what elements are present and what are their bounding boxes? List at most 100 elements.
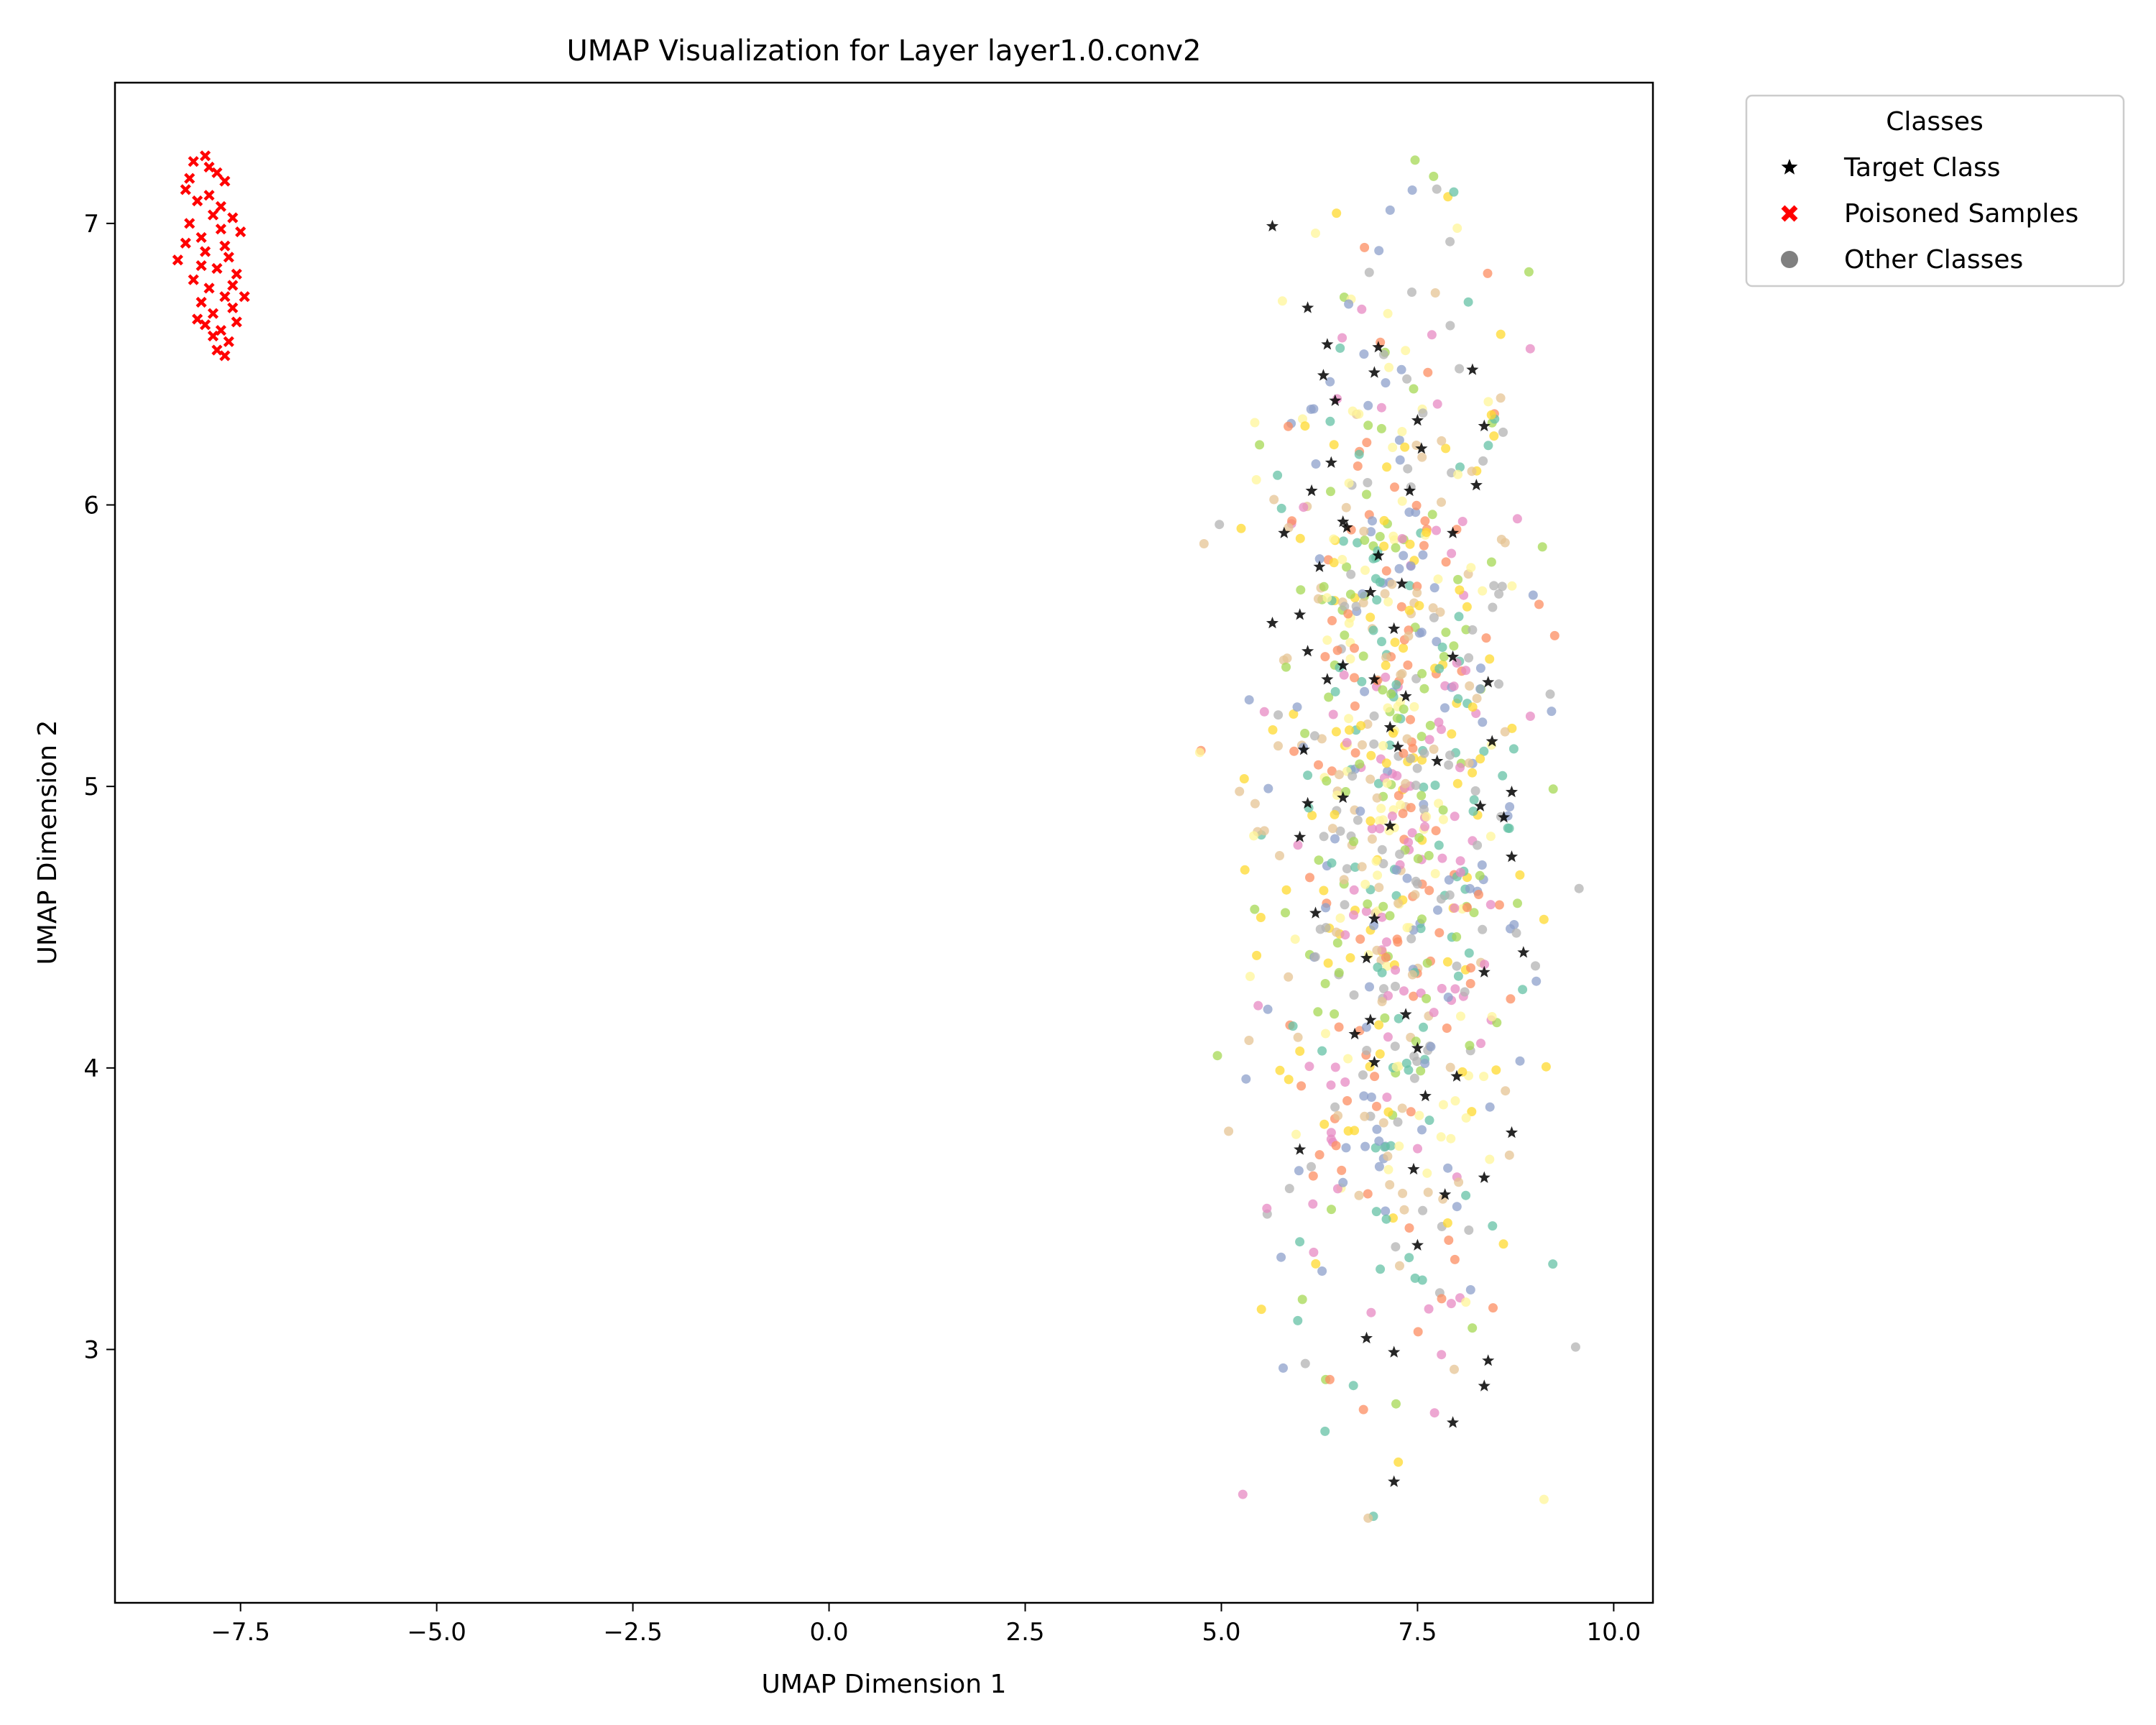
other-class-point (1416, 791, 1427, 801)
other-class-point (1452, 961, 1462, 971)
target-class-point (1439, 1188, 1452, 1200)
other-class-point (1351, 602, 1361, 612)
other-class-point (1327, 858, 1337, 868)
other-class-point (1398, 1188, 1408, 1198)
target-class-point (1478, 965, 1491, 978)
other-class-point (1395, 455, 1405, 465)
other-class-point (1382, 1092, 1392, 1103)
other-class-point (1380, 1013, 1390, 1023)
other-class-point (1357, 862, 1367, 872)
other-class-point (1461, 1113, 1471, 1123)
other-class-point (1464, 653, 1474, 663)
other-class-point (1289, 746, 1299, 756)
other-class-point (1376, 1264, 1386, 1274)
other-class-point (1337, 555, 1348, 564)
other-class-point (1378, 1118, 1388, 1128)
other-class-point (1411, 876, 1421, 886)
other-class-point (1531, 961, 1540, 971)
other-class-point (1279, 1363, 1288, 1373)
other-class-point (1548, 784, 1558, 794)
other-class-point (1380, 589, 1390, 599)
other-class-point (1361, 1022, 1371, 1032)
other-class-point (1437, 983, 1447, 993)
target-class-point (1482, 676, 1495, 688)
other-class-point (1414, 601, 1424, 611)
other-class-point (1406, 803, 1416, 813)
other-class-point (1429, 612, 1439, 622)
other-class-point (1393, 1013, 1404, 1024)
x-tick-label: −5.0 (407, 1618, 466, 1647)
other-class-point (1345, 589, 1355, 599)
target-class-point (1411, 1238, 1424, 1251)
other-class-point (1432, 399, 1442, 409)
other-class-point (1388, 443, 1398, 452)
other-class-point (1494, 589, 1504, 599)
other-class-point (1374, 246, 1384, 256)
other-class-point (1446, 1299, 1456, 1309)
y-tick-label: 5 (83, 773, 99, 801)
poisoned-sample-point (215, 224, 226, 235)
other-class-point (1422, 528, 1432, 538)
other-class-point (1235, 786, 1245, 796)
other-class-point (1426, 1041, 1436, 1052)
other-class-point (1385, 1179, 1395, 1190)
other-class-point (1488, 1303, 1498, 1313)
other-class-point (1437, 436, 1447, 446)
other-class-point (1508, 744, 1519, 754)
x-axis-label: UMAP Dimension 1 (762, 1670, 1007, 1699)
other-class-point (1396, 602, 1406, 612)
other-class-point (1427, 510, 1437, 520)
other-class-point (1429, 1008, 1439, 1018)
other-class-point (1438, 805, 1448, 815)
other-class-point (1360, 1141, 1370, 1151)
other-class-point (1281, 885, 1291, 895)
other-class-point (1504, 1150, 1514, 1160)
other-class-point (1404, 1223, 1414, 1233)
y-axis-label: UMAP Dimension 2 (33, 720, 63, 965)
other-class-point (1292, 702, 1302, 712)
other-class-point (1388, 728, 1398, 738)
other-class-point (1363, 1189, 1373, 1199)
other-class-point (1466, 563, 1476, 573)
other-class-point (1397, 1103, 1407, 1113)
other-class-point (1311, 1259, 1321, 1269)
target-class-point (1302, 796, 1314, 809)
other-class-point (1383, 703, 1393, 713)
other-class-point (1498, 1239, 1508, 1249)
other-class-point (1372, 595, 1382, 605)
other-class-point (1394, 564, 1404, 574)
other-class-point (1399, 704, 1409, 714)
other-class-point (1401, 1058, 1411, 1068)
other-class-point (1437, 1350, 1447, 1360)
other-class-point (1418, 550, 1428, 560)
poisoned-sample-point (188, 274, 199, 285)
other-class-point (1314, 760, 1323, 770)
other-class-point (1320, 652, 1330, 662)
other-class-point (1412, 588, 1422, 598)
poisoned-sample-point (195, 231, 207, 244)
other-class-point (1377, 997, 1387, 1006)
other-class-point (1381, 566, 1391, 576)
other-class-point (1349, 990, 1359, 1000)
other-class-point (1340, 900, 1350, 910)
other-class-point (1381, 937, 1391, 947)
other-class-point (1460, 987, 1470, 997)
poisoned-sample-point (223, 336, 234, 347)
other-class-point (1349, 910, 1358, 920)
other-class-point (1340, 602, 1350, 612)
other-class-point (1407, 185, 1417, 195)
other-class-point (1291, 1129, 1301, 1139)
other-class-point (1381, 952, 1391, 962)
other-class-point (1259, 826, 1269, 836)
other-class-point (1241, 1074, 1251, 1084)
other-class-point (1433, 574, 1443, 584)
other-class-point (1417, 452, 1427, 462)
poisoned-sample-point (219, 240, 231, 252)
target-class-point (1478, 419, 1491, 432)
poisoned-sample-point (211, 262, 223, 275)
other-class-point (1394, 1141, 1404, 1151)
other-class-point (1296, 1081, 1307, 1091)
other-class-point (1362, 1046, 1372, 1055)
x-tick-label: 2.5 (1005, 1618, 1044, 1647)
other-class-point (1548, 1259, 1558, 1269)
